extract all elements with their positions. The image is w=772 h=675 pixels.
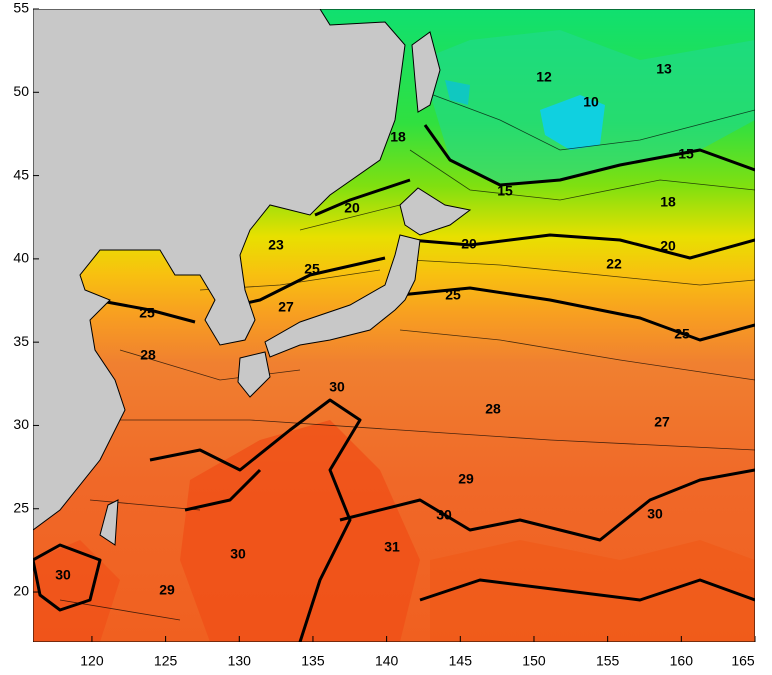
contour-label: 18 <box>390 129 406 145</box>
x-tick-label: 140 <box>375 653 399 669</box>
y-tick-label: 20 <box>13 583 29 599</box>
land <box>411 31 441 113</box>
contour-label: 29 <box>458 471 474 487</box>
contour-label: 28 <box>140 347 156 363</box>
contour-line <box>33 543 102 612</box>
contour-line <box>149 398 362 642</box>
contour-label: 15 <box>497 183 513 199</box>
contour-label: 25 <box>674 326 690 342</box>
contour-label: 27 <box>654 414 670 430</box>
cold-core <box>445 80 470 105</box>
contour-line <box>314 178 411 217</box>
cold-core <box>540 95 605 150</box>
x-tick-label: 135 <box>301 653 325 669</box>
land <box>264 234 421 358</box>
contour-label: 30 <box>55 567 71 583</box>
contour-label: 30 <box>647 506 663 522</box>
contour-label: 30 <box>329 379 345 395</box>
x-tick-label: 130 <box>228 653 252 669</box>
contour-label: 22 <box>606 256 622 272</box>
contour-label: 15 <box>678 146 694 162</box>
contour-label: 27 <box>278 299 294 315</box>
contour-line <box>59 89 755 621</box>
y-tick-label: 40 <box>13 250 29 266</box>
x-tick-label: 160 <box>670 653 694 669</box>
contour-label: 25 <box>445 287 461 303</box>
map-area <box>33 9 755 642</box>
land <box>99 499 119 546</box>
warm-region <box>180 420 420 642</box>
contour-label: 20 <box>461 236 477 252</box>
x-tick-label: 125 <box>154 653 178 669</box>
contour-label: 25 <box>139 305 155 321</box>
contour-label: 20 <box>660 238 676 254</box>
contour-line <box>409 233 755 260</box>
contour-label: 29 <box>159 582 175 598</box>
contour-label: 13 <box>656 61 672 77</box>
x-tick-label: 150 <box>522 653 546 669</box>
contour-label: 28 <box>485 401 501 417</box>
contour-line <box>184 468 755 542</box>
y-tick-label: 30 <box>13 416 29 432</box>
contour-label: 23 <box>268 237 284 253</box>
contour-label: 12 <box>536 69 552 85</box>
contour-labels: 12 13 10 18 15 15 18 20 23 20 20 22 25 2… <box>55 61 694 598</box>
contour-label: 25 <box>304 261 320 277</box>
x-tick-label: 120 <box>80 653 104 669</box>
contour-line <box>399 286 755 342</box>
x-tick-label: 155 <box>596 653 620 669</box>
contour-label: 20 <box>344 200 360 216</box>
y-tick-label: 45 <box>13 166 29 182</box>
y-tick-label: 50 <box>13 83 29 99</box>
contour-label: 10 <box>583 94 599 110</box>
contour-label: 30 <box>230 546 246 562</box>
y-tick-label: 55 <box>13 0 29 16</box>
contour-line <box>423 124 755 187</box>
contour-label: 18 <box>660 194 676 210</box>
y-tick-label: 35 <box>13 333 29 349</box>
land <box>33 9 406 531</box>
contour-label: 30 <box>436 507 452 523</box>
x-tick-label: 165 <box>731 653 755 669</box>
contour-label: 31 <box>384 539 400 555</box>
x-tick-label: 145 <box>449 653 473 669</box>
land <box>237 351 271 398</box>
land <box>399 187 472 236</box>
y-tick-label: 25 <box>13 499 29 515</box>
contour-line <box>419 578 755 602</box>
warm-region <box>430 540 755 642</box>
